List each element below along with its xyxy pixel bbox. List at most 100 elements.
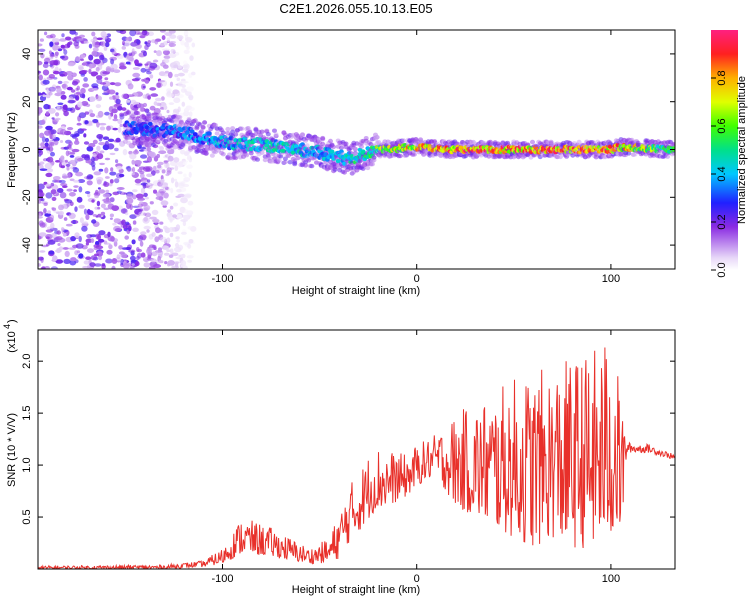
- noise-speck: [144, 63, 149, 66]
- noise-speck: [56, 105, 61, 109]
- noise-speck: [177, 182, 185, 188]
- ridge-halo: [214, 131, 220, 136]
- noise-speck: [58, 211, 64, 216]
- colorbar-tick-label: 0.0: [716, 262, 728, 277]
- noise-speck: [83, 77, 88, 82]
- noise-speck: [74, 206, 78, 212]
- noise-speck: [50, 151, 55, 157]
- noise-speck: [38, 60, 43, 66]
- noise-speck: [122, 224, 128, 230]
- chart-title: C2E1.2026.055.10.13.E05: [279, 1, 432, 16]
- noise-speck: [95, 233, 100, 240]
- noise-speck: [181, 253, 186, 259]
- noise-speck: [168, 254, 174, 258]
- noise-speck: [99, 150, 105, 154]
- noise-speck: [173, 157, 180, 163]
- noise-speck: [181, 81, 189, 84]
- ridge-halo: [304, 143, 310, 148]
- noise-speck: [63, 217, 68, 221]
- noise-speck: [101, 263, 106, 267]
- noise-speck: [83, 141, 90, 145]
- noise-speck: [62, 233, 67, 237]
- noise-speck: [125, 221, 130, 226]
- noise-speck: [128, 52, 133, 56]
- noise-speck: [52, 44, 58, 51]
- noise-speck: [83, 133, 87, 138]
- noise-speck: [130, 259, 137, 263]
- noise-speck: [115, 137, 121, 143]
- noise-speck: [95, 95, 102, 102]
- noise-speck: [123, 40, 130, 47]
- ridge-halo: [255, 157, 260, 162]
- noise-speck: [111, 51, 117, 56]
- noise-speck: [158, 80, 162, 84]
- noise-speck: [131, 239, 136, 245]
- noise-speck: [76, 91, 81, 95]
- noise-speck: [61, 33, 65, 38]
- ridge-core: [189, 129, 195, 134]
- noise-speck: [81, 54, 86, 59]
- noise-speck: [85, 160, 92, 164]
- noise-speck: [162, 64, 169, 69]
- ridge-core: [147, 121, 153, 127]
- noise-speck: [159, 221, 164, 225]
- noise-speck: [153, 155, 159, 162]
- noise-speck: [173, 202, 179, 207]
- noise-speck: [62, 185, 68, 188]
- noise-speck: [68, 192, 76, 197]
- noise-speck: [177, 171, 183, 175]
- noise-speck: [125, 99, 131, 103]
- noise-speck: [131, 263, 135, 266]
- noise-speck: [69, 30, 76, 35]
- noise-speck: [76, 157, 84, 162]
- noise-speck: [115, 98, 121, 105]
- noise-speck: [163, 58, 170, 64]
- noise-speck: [78, 253, 84, 259]
- noise-speck: [53, 70, 60, 75]
- noise-speck: [57, 243, 61, 246]
- noise-speck: [80, 40, 84, 44]
- noise-speck: [51, 138, 58, 142]
- noise-speck: [38, 232, 47, 237]
- noise-speck: [91, 31, 96, 37]
- noise-speck: [140, 67, 147, 73]
- noise-speck: [50, 189, 57, 195]
- ridge-halo: [209, 153, 215, 158]
- noise-speck: [39, 192, 45, 197]
- noise-speck: [105, 176, 110, 179]
- noise-speck: [166, 92, 175, 98]
- noise-speck: [38, 48, 46, 52]
- ridge-halo: [135, 111, 141, 116]
- noise-speck: [132, 194, 137, 200]
- noise-speck: [143, 225, 151, 230]
- noise-speck: [151, 209, 159, 215]
- ridge-halo: [287, 160, 293, 165]
- noise-speck: [76, 122, 82, 126]
- noise-speck: [46, 243, 50, 247]
- noise-speck: [148, 151, 156, 158]
- noise-speck: [38, 216, 43, 219]
- noise-speck: [112, 118, 119, 122]
- noise-speck: [141, 83, 146, 90]
- ridge-halo: [136, 119, 142, 124]
- ridge-halo: [626, 151, 632, 156]
- noise-speck: [128, 249, 136, 253]
- spectrogram-x-label: Height of straight line (km): [292, 285, 420, 297]
- noise-speck: [59, 129, 67, 136]
- noise-speck: [77, 179, 86, 183]
- noise-speck: [89, 96, 96, 102]
- noise-speck: [129, 255, 136, 261]
- noise-speck: [75, 171, 84, 177]
- noise-speck: [57, 80, 63, 85]
- ridge-halo: [273, 132, 279, 137]
- noise-speck: [85, 214, 90, 220]
- noise-speck: [50, 266, 58, 269]
- ridge-halo: [203, 151, 209, 156]
- noise-speck: [174, 165, 179, 171]
- noise-speck: [188, 239, 194, 244]
- noise-speck: [91, 199, 95, 203]
- noise-speck: [90, 71, 99, 76]
- ridge-halo: [244, 153, 250, 158]
- colorbar-tick-label: 0.4: [716, 166, 728, 181]
- ridge-core: [329, 149, 335, 154]
